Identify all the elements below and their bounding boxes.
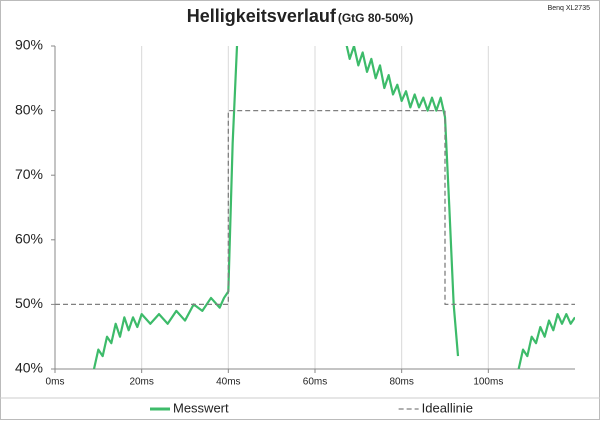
x-tick-label: 100ms [473,377,503,388]
chart-title: Helligkeitsverlauf [187,6,337,26]
legend-label: Messwert [173,400,229,415]
y-tick-label: 60% [15,231,43,247]
x-tick-label: 0ms [46,377,65,388]
x-tick-label: 40ms [216,377,240,388]
legend-label: Ideallinie [422,400,473,415]
x-tick-label: 60ms [303,377,327,388]
y-tick-label: 40% [15,360,43,376]
series-line [55,109,575,306]
chart-subtitle: (GtG 80-50%) [338,11,413,25]
y-tick-label: 50% [15,295,43,311]
annotation: Benq XL2735 [548,5,591,12]
x-tick-label: 80ms [389,377,413,388]
x-tick-label: 20ms [129,377,153,388]
y-tick-label: 80% [15,101,43,117]
series-line [92,46,575,369]
y-tick-label: 70% [15,166,43,182]
y-tick-label: 90% [15,37,43,53]
plot-area [55,46,575,369]
